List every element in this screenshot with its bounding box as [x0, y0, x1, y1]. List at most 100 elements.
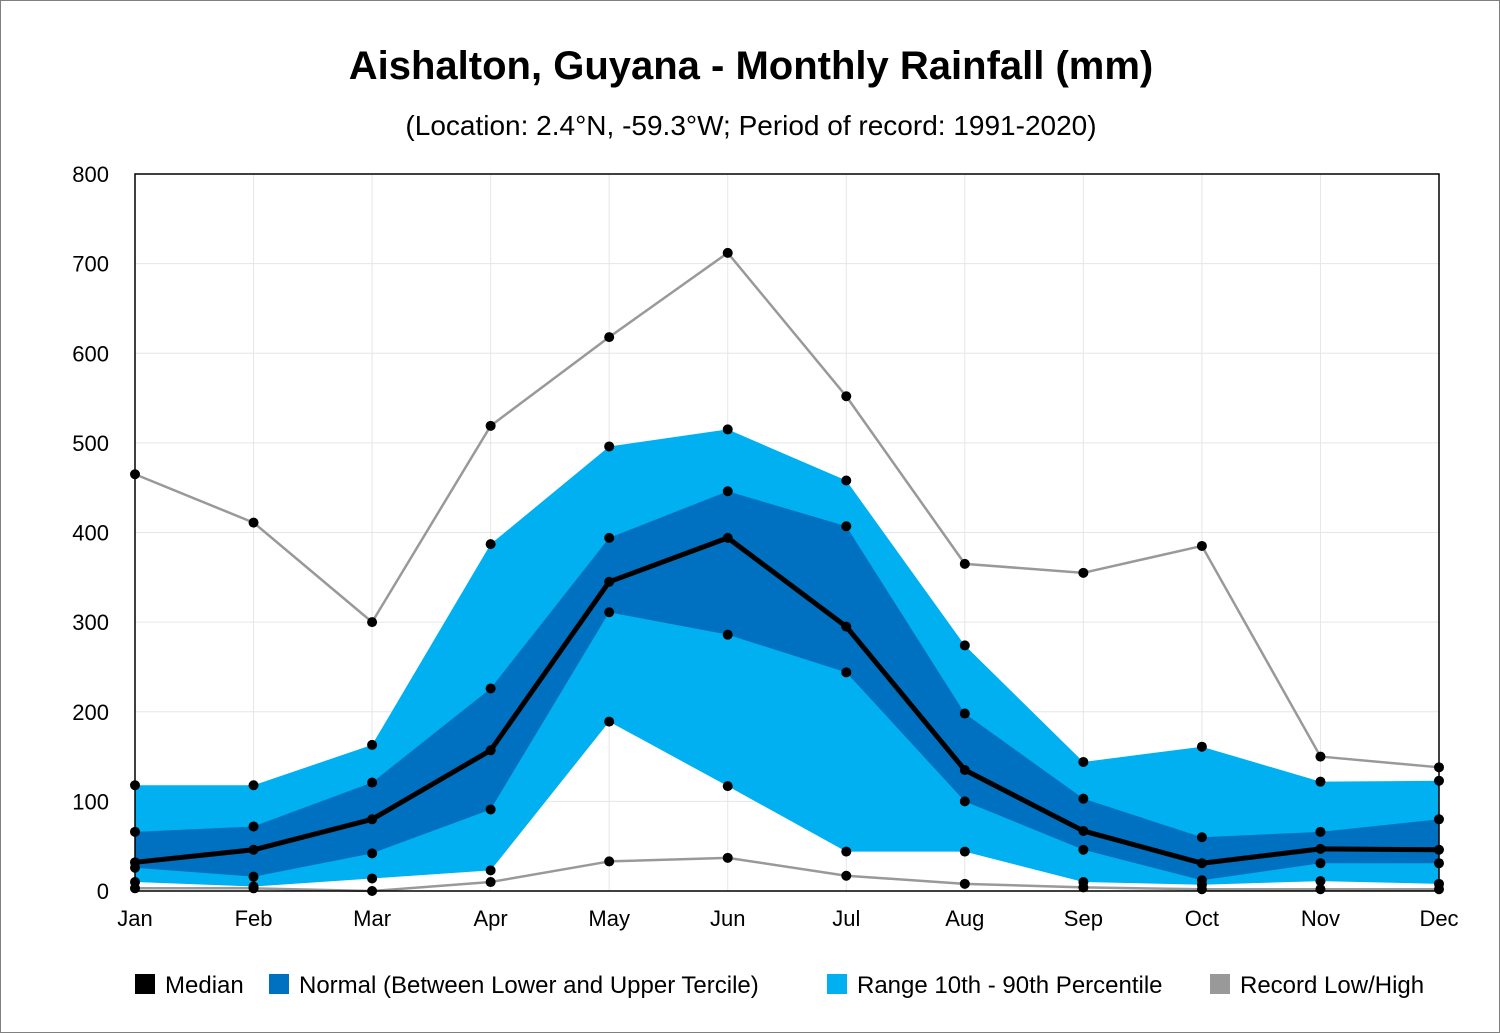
point-p90-sep [1078, 756, 1089, 767]
point-upper-tercile-oct [1196, 832, 1207, 843]
point-record-low-sep [1078, 882, 1089, 893]
y-tick-label-500: 500 [72, 431, 109, 456]
point-median-jun [722, 532, 733, 543]
point-upper-tercile-feb [248, 821, 259, 832]
point-median-oct [1196, 858, 1207, 869]
y-tick-label-0: 0 [97, 879, 109, 904]
x-tick-label-jan: Jan [117, 906, 152, 931]
x-tick-label-oct: Oct [1185, 906, 1219, 931]
x-tick-label-dec: Dec [1419, 906, 1458, 931]
point-p90-jun [722, 424, 733, 435]
y-tick-label-700: 700 [72, 252, 109, 277]
point-record-low-jul [841, 870, 852, 881]
x-tick-label-nov: Nov [1301, 906, 1340, 931]
y-tick-label-300: 300 [72, 610, 109, 635]
point-record-low-may [604, 856, 615, 867]
point-lower-tercile-sep [1078, 844, 1089, 855]
point-lower-tercile-jul [841, 667, 852, 678]
legend-label-range: Range 10th - 90th Percentile [857, 972, 1163, 999]
point-p10-nov [1315, 876, 1326, 887]
point-upper-tercile-may [604, 532, 615, 543]
legend-label-median: Median [165, 972, 244, 999]
legend-swatch-range [827, 974, 847, 994]
axis-tick-labels: 0 100 200 300 400 500 600 700 800 Jan Feb Mar Apr May… [72, 162, 1458, 931]
point-p10-apr [485, 865, 496, 876]
point-lower-tercile-feb [248, 871, 259, 882]
point-record-low-feb [248, 883, 259, 894]
point-p90-apr [485, 539, 496, 550]
point-p90-feb [248, 780, 259, 791]
point-record-low-oct [1196, 884, 1207, 895]
point-record-high-sep [1078, 567, 1089, 578]
point-median-nov [1315, 843, 1326, 854]
point-record-high-oct [1196, 540, 1207, 551]
point-record-high-nov [1315, 751, 1326, 762]
point-median-may [604, 576, 615, 587]
point-p90-jul [841, 475, 852, 486]
point-record-low-nov [1315, 884, 1326, 895]
x-tick-label-apr: Apr [474, 906, 508, 931]
point-record-low-aug [959, 878, 970, 889]
x-tick-label-aug: Aug [945, 906, 984, 931]
point-upper-tercile-apr [485, 683, 496, 694]
normal-band-area [135, 491, 1439, 881]
point-median-apr [485, 745, 496, 756]
point-median-mar [367, 814, 378, 825]
point-upper-tercile-jul [841, 521, 852, 532]
point-lower-tercile-mar [367, 848, 378, 859]
plot-border [134, 173, 1440, 892]
point-p10-may [604, 716, 615, 727]
point-median-jul [841, 621, 852, 632]
point-median-aug [959, 765, 970, 776]
point-record-low-jun [722, 852, 733, 863]
point-p90-oct [1196, 741, 1207, 752]
x-tick-label-mar: Mar [353, 906, 391, 931]
point-lower-tercile-may [604, 607, 615, 618]
x-tick-label-may: May [588, 906, 630, 931]
point-record-high-aug [959, 558, 970, 569]
y-tick-label-200: 200 [72, 700, 109, 725]
point-upper-tercile-aug [959, 708, 970, 719]
legend: Median Normal (Between Lower and Upper Te… [135, 972, 1424, 999]
band-areas [135, 429, 1439, 887]
point-record-high-jul [841, 391, 852, 402]
legend-swatch-record [1210, 974, 1230, 994]
point-lower-tercile-apr [485, 804, 496, 815]
point-record-high-jun [722, 247, 733, 258]
y-tick-label-100: 100 [72, 789, 109, 814]
point-p90-mar [367, 739, 378, 750]
point-p10-aug [959, 846, 970, 857]
legend-swatch-median [135, 974, 155, 994]
y-tick-label-600: 600 [72, 341, 109, 366]
x-tick-label-jul: Jul [832, 906, 860, 931]
point-p90-may [604, 441, 615, 452]
point-record-low-apr [485, 877, 496, 888]
point-p90-aug [959, 640, 970, 651]
point-p10-jun [722, 781, 733, 792]
chart-title: Aishalton, Guyana - Monthly Rainfall (mm… [349, 44, 1154, 88]
x-tick-label-jun: Jun [710, 906, 745, 931]
point-upper-tercile-mar [367, 777, 378, 788]
point-p10-jul [841, 846, 852, 857]
point-record-high-feb [248, 517, 259, 528]
legend-label-normal: Normal (Between Lower and Upper Tercile) [299, 972, 759, 999]
record-high-line [134, 251, 1440, 769]
point-record-high-mar [367, 617, 378, 628]
chart-subtitle: (Location: 2.4°N, -59.3°W; Period of rec… [405, 110, 1096, 141]
point-p10-mar [367, 873, 378, 884]
x-tick-label-feb: Feb [235, 906, 273, 931]
point-lower-tercile-aug [959, 796, 970, 807]
point-median-sep [1078, 825, 1089, 836]
point-upper-tercile-nov [1315, 826, 1326, 837]
point-median-feb [248, 844, 259, 855]
y-tick-label-800: 800 [72, 162, 109, 187]
point-record-high-apr [485, 420, 496, 431]
point-lower-tercile-jun [722, 629, 733, 640]
point-p90-nov [1315, 776, 1326, 787]
x-tick-label-sep: Sep [1064, 906, 1103, 931]
point-upper-tercile-sep [1078, 793, 1089, 804]
point-upper-tercile-jun [722, 486, 733, 497]
legend-label-record: Record Low/High [1240, 972, 1424, 999]
